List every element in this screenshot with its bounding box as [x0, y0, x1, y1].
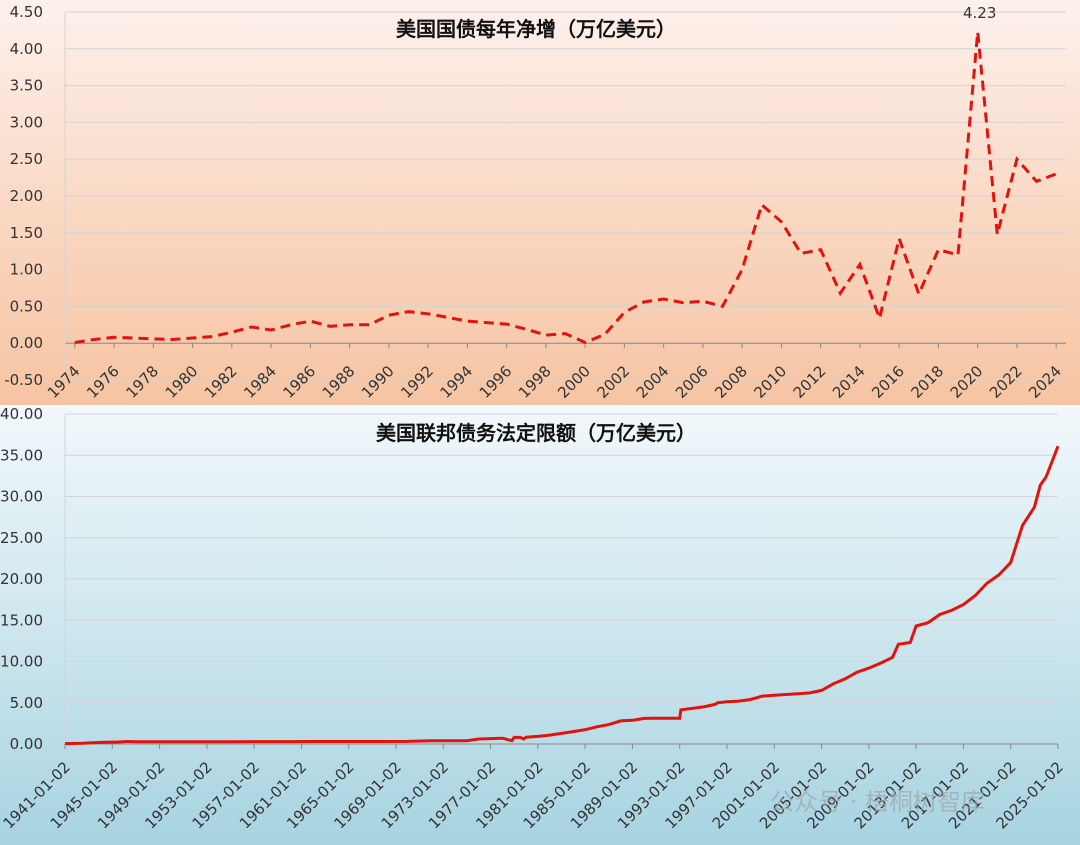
- y-tick-label: 10.00: [0, 653, 43, 671]
- y-tick-label: 40.00: [0, 405, 43, 423]
- top-series-line: [74, 31, 1057, 345]
- y-tick-label: 0.00: [10, 334, 43, 352]
- y-tick-label: 20.00: [0, 570, 43, 588]
- y-tick-label: 30.00: [0, 488, 43, 506]
- bottom-y-tick-labels: 0.00 5.00 10.00 15.00 20.00 25.00 30.00 35.00 40…: [0, 405, 43, 753]
- top-gridlines: [64, 11, 1066, 381]
- y-tick-label: 0.00: [10, 735, 43, 753]
- y-tick-label: 2.50: [10, 150, 43, 168]
- watermark: 公众号 · 梧桐树智库: [770, 788, 985, 816]
- y-tick-label: 4.50: [10, 3, 43, 21]
- y-tick-label: 3.00: [10, 113, 43, 131]
- y-tick-label: -0.50: [4, 371, 43, 389]
- bottom-panel-background: [0, 405, 1080, 845]
- y-tick-label: 1.50: [10, 224, 43, 242]
- y-tick-label: 1.00: [10, 261, 43, 279]
- top-y-tick-labels: -0.50 0.00 0.50 1.00 1.50 2.00 2.50 3.00 3.50 4.0…: [4, 3, 43, 389]
- top-peak-annotation: 4.23: [963, 4, 996, 22]
- y-tick-label: 3.50: [10, 77, 43, 95]
- y-tick-label: 25.00: [0, 529, 43, 547]
- y-tick-label: 4.00: [10, 40, 43, 58]
- bottom-gridlines: [64, 413, 1059, 749]
- y-tick-label: 35.00: [0, 446, 43, 464]
- y-tick-label: 0.50: [10, 297, 43, 315]
- y-tick-label: 2.00: [10, 187, 43, 205]
- bottom-chart-title: 美国联邦债务法定限额（万亿美元）: [376, 421, 696, 445]
- top-chart-title: 美国国债每年净增（万亿美元）: [396, 17, 676, 41]
- top-panel-background: [0, 0, 1080, 405]
- y-tick-label: 5.00: [10, 694, 43, 712]
- y-tick-label: 15.00: [0, 611, 43, 629]
- bottom-series-line: [64, 445, 1060, 746]
